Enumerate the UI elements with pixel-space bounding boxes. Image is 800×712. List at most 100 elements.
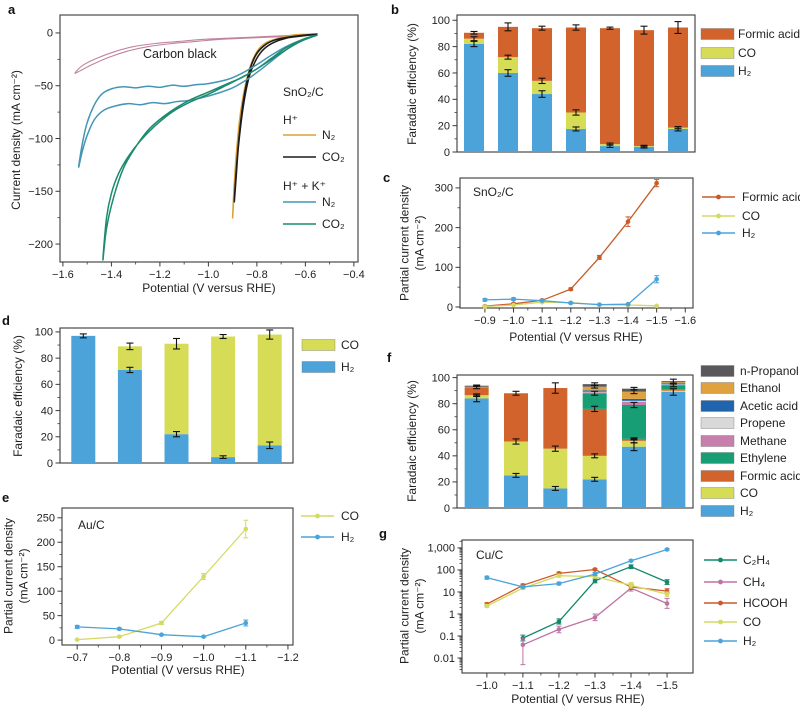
series-line-CO <box>486 575 668 607</box>
data-point-H₂ <box>482 297 488 303</box>
bar-segment-CO <box>566 112 586 129</box>
bar-segment-CO <box>582 455 607 480</box>
legend-label: Methane <box>740 434 787 448</box>
data-point-C₂H₄ <box>592 578 598 584</box>
x-tick-label: −0.9 <box>151 652 173 664</box>
bar-segment-Formic acid <box>566 27 586 113</box>
panel-label-a: a <box>8 2 16 17</box>
legend-item-co: CO <box>700 486 758 500</box>
bar-segment-CO <box>211 336 236 458</box>
y-tick-label: 20 <box>41 432 53 444</box>
data-point-H₂ <box>628 558 634 564</box>
bar-segment-CO <box>504 441 528 476</box>
x-tick-label: −0.7 <box>66 652 88 664</box>
legend-item-co: CO <box>702 209 760 223</box>
legend-label: CO <box>742 209 760 223</box>
legend-item-h2: H₂ <box>704 634 757 648</box>
legend-label: HCOOH <box>743 596 788 610</box>
x-tick-label: −1.1 <box>235 652 257 664</box>
bar-segment-H₂ <box>464 43 484 152</box>
legend-label: Formic acid <box>738 27 800 41</box>
y-tick-label: 0 <box>47 28 53 40</box>
data-point-CH₄ <box>664 601 670 606</box>
legend-item-n2-hk: N₂ <box>283 195 336 209</box>
legend-label: CO <box>740 486 758 500</box>
y-tick-label: 100 <box>437 565 455 577</box>
data-point-H₂ <box>74 624 80 630</box>
data-point-Formic acid <box>654 180 659 186</box>
bar-segment-CO <box>543 448 568 489</box>
legend-item-h2: H₂ <box>301 360 355 374</box>
x-tick-label: −0.8 <box>108 652 130 664</box>
y-tick-label: 100 <box>432 15 450 27</box>
x-tick-label: −1.1 <box>531 315 553 327</box>
y-tick-label: −150 <box>28 186 53 198</box>
legend-item-co: CO <box>301 509 359 523</box>
y-tick-label: 40 <box>438 451 450 463</box>
data-point-CO <box>664 591 670 597</box>
bar-segment-Formic acid <box>498 26 518 58</box>
y-tick-label: 50 <box>43 610 55 622</box>
legend-label: CO <box>341 338 359 352</box>
legend-label: H⁺ <box>283 113 298 127</box>
plot-frame <box>461 539 694 674</box>
data-point-CO <box>117 634 122 639</box>
legend-swatch <box>700 417 735 429</box>
bar-segment-Ethanol <box>622 391 646 399</box>
data-point-Formic acid <box>568 286 574 292</box>
bar-segment-H₂ <box>668 128 688 152</box>
y-tick-label: −200 <box>28 239 53 251</box>
y-axis-title: Partial current density(mA cm⁻²) <box>398 548 427 664</box>
y-tick-label: 80 <box>438 398 450 410</box>
legend-swatch <box>700 470 735 482</box>
x-tick-label: −1.0 <box>503 315 525 327</box>
panel-label-b: b <box>391 2 399 17</box>
bar-segment-CO <box>117 346 142 370</box>
bar-segment-H₂ <box>498 72 518 152</box>
legend-label: H₂ <box>743 634 757 648</box>
legend-item-ch4: CH₄ <box>704 575 765 589</box>
legend-item-sno2c-heading: SnO₂/C <box>283 85 324 99</box>
legend-swatch <box>700 452 735 464</box>
legend-swatch <box>301 339 336 351</box>
x-tick-label: −1.6 <box>52 269 74 281</box>
x-tick-label: −1.0 <box>476 680 498 692</box>
y-axis-title: Partial current density(mA cm⁻²) <box>398 185 427 301</box>
panel-label-c: c <box>383 170 391 185</box>
data-point-H₂ <box>654 276 659 282</box>
legend-marker <box>718 619 723 625</box>
y-tick-label: 100 <box>35 327 53 339</box>
legend-swatch <box>301 361 336 373</box>
data-point-CO <box>556 573 562 578</box>
bar-segment-CO <box>532 80 552 95</box>
bar-segment-CO <box>164 343 189 435</box>
x-tick-label: −1.0 <box>198 269 220 281</box>
y-tick-label: 80 <box>41 353 53 365</box>
legend-marker <box>315 534 320 540</box>
y-tick-label: 0 <box>47 458 53 470</box>
y-tick-label: 250 <box>37 513 55 525</box>
data-point-C₂H₄ <box>556 619 562 624</box>
data-point-H₂ <box>625 301 631 307</box>
legend-label: H₂ <box>341 530 355 544</box>
bar-segment-H₂ <box>566 128 586 152</box>
x-tick-label: −1.2 <box>277 652 299 664</box>
legend-label: SnO₂/C <box>283 85 324 99</box>
x-axis-title: Potential (V versus RHE) <box>511 692 644 706</box>
legend-label: H₂ <box>341 360 355 374</box>
bar-segment-H₂ <box>582 479 607 508</box>
bar-segment-Formic acid <box>600 28 620 145</box>
legend-label: CH₄ <box>743 575 765 589</box>
plot-frame <box>456 374 694 509</box>
bar-segment-Formic acid <box>532 28 552 81</box>
x-axis-title: Potential (V versus RHE) <box>509 330 642 344</box>
x-tick-label: −1.3 <box>589 315 611 327</box>
panel-g-chart: 0.01 0.1 1 10 100 1,000 −1.0 −1.1 −1.2 −1.3 −1.4 −1… <box>398 539 788 706</box>
x-tick-label: −1.6 <box>674 315 696 327</box>
data-point-H₂ <box>568 300 574 306</box>
annotation: Au/C <box>78 518 105 532</box>
legend-label: CO <box>743 615 761 629</box>
bar-segment-Formic acid <box>582 408 607 456</box>
legend-item-co: CO <box>704 615 761 629</box>
